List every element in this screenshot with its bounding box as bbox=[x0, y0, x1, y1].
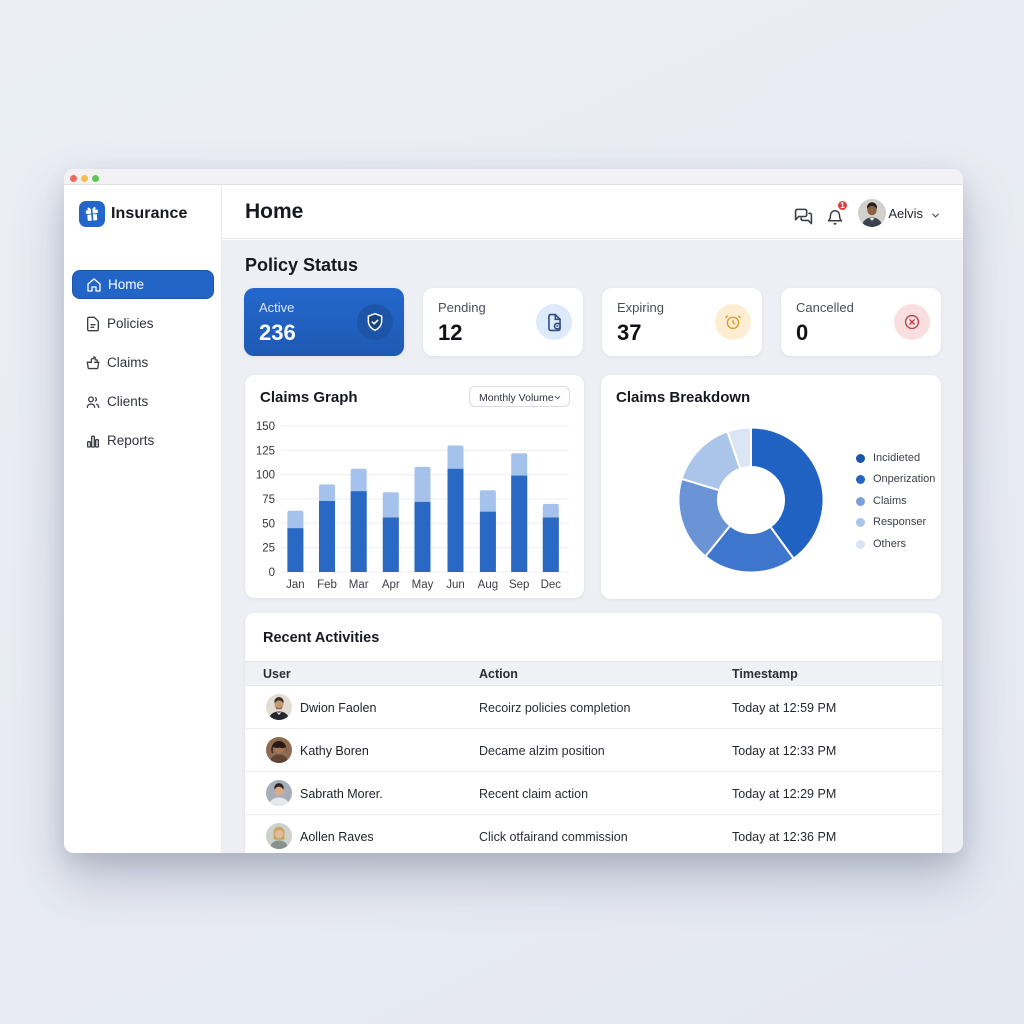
svg-text:May: May bbox=[412, 579, 434, 591]
svg-text:Apr: Apr bbox=[382, 579, 400, 591]
svg-text:150: 150 bbox=[256, 421, 275, 433]
svg-text:Jan: Jan bbox=[286, 579, 305, 591]
svg-text:Feb: Feb bbox=[317, 579, 337, 591]
svg-text:100: 100 bbox=[256, 470, 275, 482]
svg-text:Aug: Aug bbox=[478, 579, 498, 591]
svg-text:Mar: Mar bbox=[349, 579, 369, 591]
svg-text:25: 25 bbox=[262, 543, 275, 555]
svg-text:125: 125 bbox=[256, 445, 275, 457]
svg-text:Sep: Sep bbox=[509, 579, 529, 591]
svg-text:75: 75 bbox=[262, 494, 275, 506]
svg-text:50: 50 bbox=[262, 518, 275, 530]
svg-text:Jun: Jun bbox=[446, 579, 465, 591]
svg-text:Dec: Dec bbox=[541, 579, 562, 591]
svg-text:0: 0 bbox=[269, 567, 275, 579]
